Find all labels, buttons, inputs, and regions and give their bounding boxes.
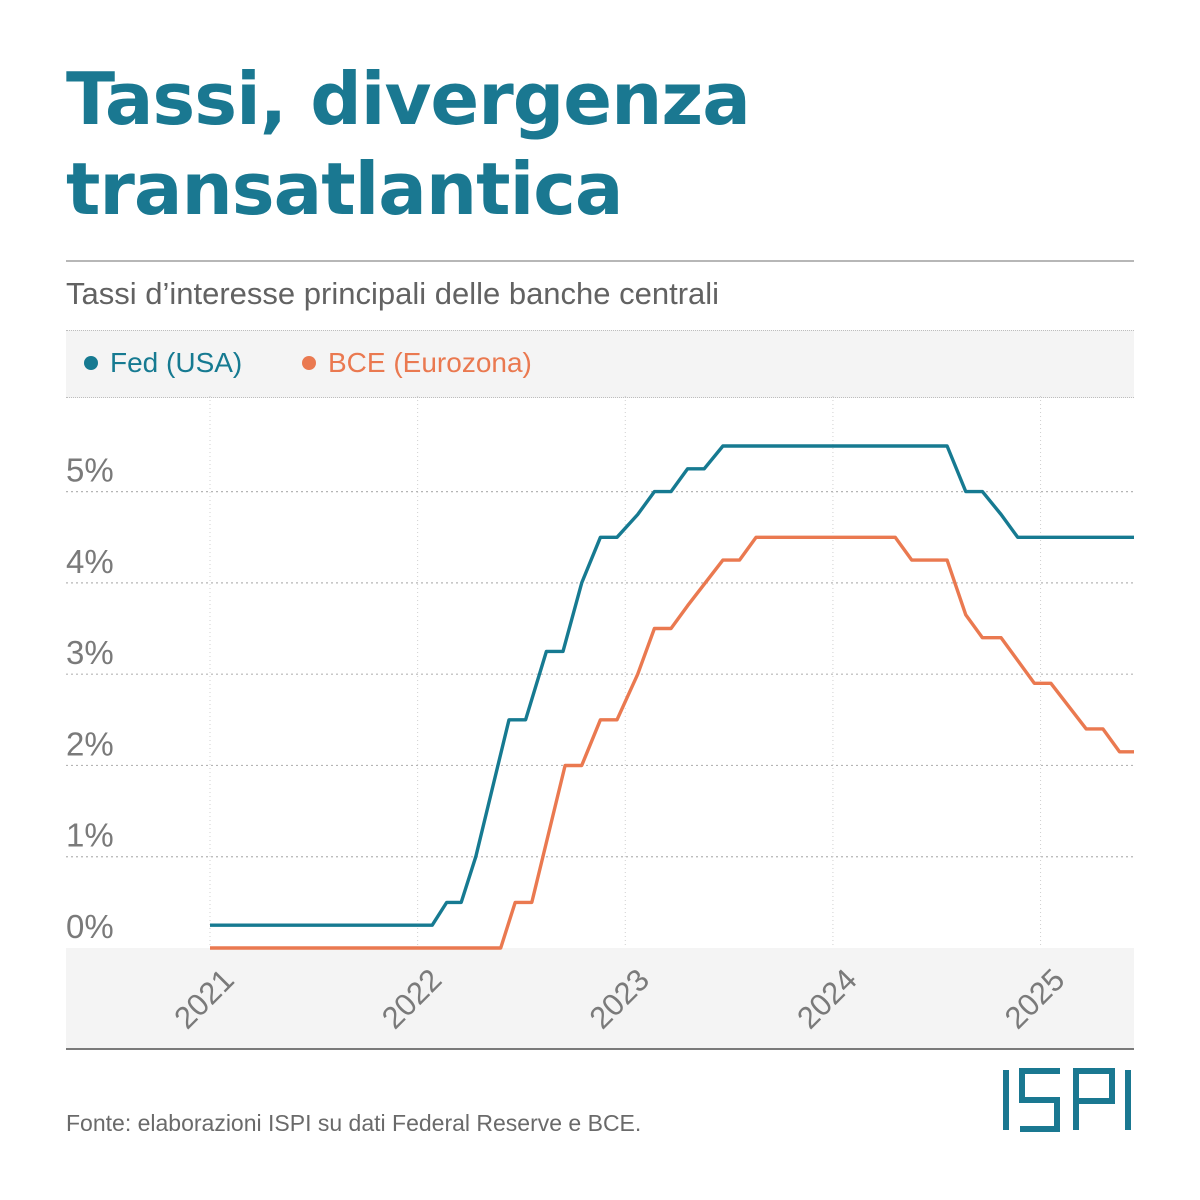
y-tick-label: 4% bbox=[66, 543, 114, 580]
y-tick-label: 1% bbox=[66, 817, 114, 854]
top-divider bbox=[66, 260, 1134, 262]
legend-label-bce: BCE (Eurozona) bbox=[328, 347, 532, 378]
title-line-2: transatlantica bbox=[66, 147, 624, 231]
series-lines bbox=[210, 444, 1134, 950]
y-tick-label: 2% bbox=[66, 725, 114, 762]
legend-marker-fed bbox=[84, 356, 98, 370]
legend-label-fed: Fed (USA) bbox=[110, 347, 243, 378]
y-tick-label: 3% bbox=[66, 634, 114, 671]
x-axis-band bbox=[66, 948, 1134, 1048]
legend-marker-bce bbox=[302, 356, 316, 370]
chart-subtitle: Tassi d’interesse principali delle banch… bbox=[66, 276, 720, 311]
y-axis: 0% 1% 2% 3% 4% 5% bbox=[66, 452, 114, 945]
legend-item-bce: BCE (Eurozona) bbox=[302, 347, 532, 379]
series-line-bce bbox=[210, 535, 1134, 950]
legend-item-fed: Fed (USA) bbox=[84, 347, 242, 379]
ispi-logo bbox=[1003, 1068, 1131, 1132]
chart-title: Tassi, divergenza transatlantica bbox=[66, 54, 1146, 234]
y-tick-label: 5% bbox=[66, 452, 114, 489]
y-tick-label: 0% bbox=[66, 908, 114, 945]
legend: Fed (USA) BCE (Eurozona) bbox=[66, 330, 1134, 398]
bottom-divider bbox=[66, 1048, 1134, 1050]
source-note: Fonte: elaborazioni ISPI su dati Federal… bbox=[66, 1110, 642, 1136]
title-line-1: Tassi, divergenza bbox=[66, 57, 751, 141]
series-line-fed bbox=[210, 444, 1134, 927]
line-chart: 0%1%2%3%4%5% 2021 2022 2023 2024 2025 bbox=[66, 396, 1134, 1048]
gridlines bbox=[66, 396, 1134, 948]
